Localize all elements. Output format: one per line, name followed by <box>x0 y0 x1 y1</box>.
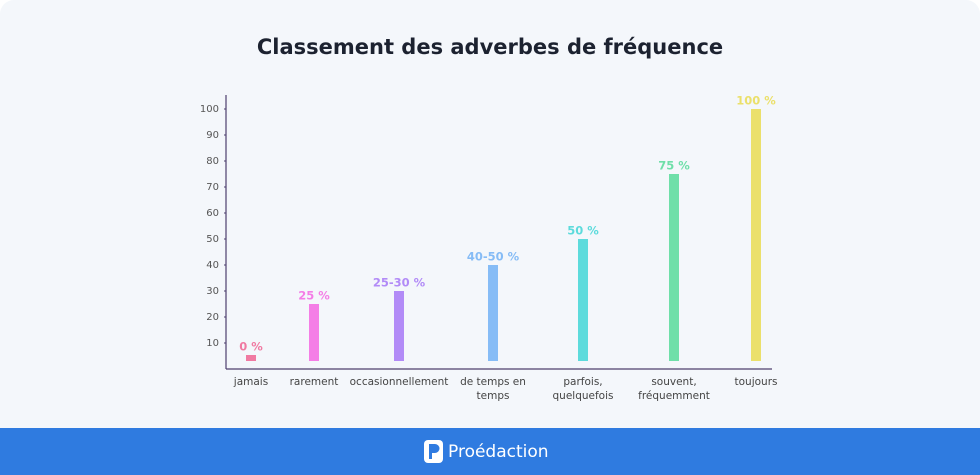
y-tick-label: 90 <box>206 130 219 141</box>
y-tick-label: 100 <box>200 104 219 115</box>
bar <box>394 291 404 361</box>
y-tick-label: 30 <box>206 286 219 297</box>
y-tick-label: 50 <box>206 234 219 245</box>
y-tick-label: 20 <box>206 312 219 323</box>
y-tick-label: 70 <box>206 182 219 193</box>
brand: Proédaction <box>448 442 549 462</box>
value-label: 0 % <box>239 340 263 354</box>
chart-title: Classement des adverbes de fréquence <box>257 35 723 59</box>
value-label: 40-50 % <box>467 250 520 264</box>
bar <box>488 265 498 361</box>
logo <box>424 440 443 463</box>
x-tick-label: toujours <box>735 376 778 388</box>
bar <box>246 355 256 361</box>
value-label: 50 % <box>567 224 599 238</box>
bar <box>751 109 761 361</box>
bar <box>309 304 319 361</box>
bar <box>578 239 588 361</box>
x-tick-label: jamais <box>233 376 268 388</box>
value-label: 25 % <box>298 289 330 303</box>
x-tick-label: souvent, <box>651 376 696 388</box>
footer-band <box>0 428 980 475</box>
x-tick-label: de temps en <box>460 376 526 388</box>
value-label: 75 % <box>658 159 690 173</box>
x-tick-label: occasionnellement <box>350 376 449 388</box>
value-label: 25-30 % <box>373 276 426 290</box>
x-tick-label: quelquefois <box>553 390 614 402</box>
x-tick-label: fréquemment <box>638 390 710 402</box>
x-tick-label: rarement <box>290 376 339 388</box>
x-tick-label: temps <box>477 390 510 402</box>
y-tick-label: 60 <box>206 208 219 219</box>
bar <box>669 174 679 361</box>
x-tick-label: parfois, <box>563 376 602 388</box>
y-tick-label: 80 <box>206 156 219 167</box>
y-tick-label: 10 <box>206 338 219 349</box>
value-label: 100 % <box>736 94 776 108</box>
y-tick-label: 40 <box>206 260 219 271</box>
